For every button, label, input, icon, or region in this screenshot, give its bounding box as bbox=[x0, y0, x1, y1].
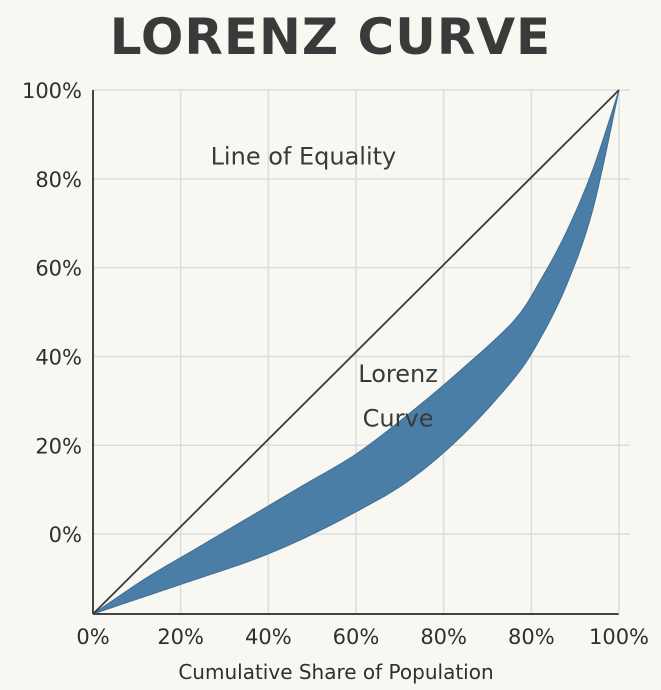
y-tick-label: 0% bbox=[49, 523, 82, 547]
x-axis-title: Cumulative Share of Population bbox=[178, 660, 493, 684]
x-tick-label: 20% bbox=[157, 625, 204, 649]
y-tick-label: 80% bbox=[35, 168, 82, 192]
x-tick-label: 60% bbox=[333, 625, 380, 649]
y-tick-label: 40% bbox=[35, 345, 82, 369]
curve-label: Curve bbox=[363, 405, 434, 433]
axes bbox=[92, 90, 620, 615]
annotations: Line of Equality Lorenz Curve bbox=[211, 143, 438, 433]
x-tick-label: 100% bbox=[589, 625, 649, 649]
grid-horizontal bbox=[93, 89, 630, 535]
chart-title: LORENZ CURVE bbox=[109, 8, 552, 66]
y-tick-label: 60% bbox=[35, 257, 82, 281]
y-tick-label: 20% bbox=[35, 434, 82, 458]
marks bbox=[92, 89, 620, 615]
y-tick-label: 100% bbox=[22, 79, 82, 103]
line-of-equality-label: Line of Equality bbox=[211, 143, 397, 171]
lorenz-label: Lorenz bbox=[358, 360, 438, 388]
x-tick-label: 80% bbox=[420, 625, 467, 649]
x-tick-label: 80% bbox=[508, 625, 555, 649]
line-of-equality bbox=[92, 89, 620, 615]
x-tick-label: 0% bbox=[76, 625, 109, 649]
y-tick-labels: 0% 20% 40% 60% 80% 100% bbox=[22, 79, 82, 547]
x-tick-label: 40% bbox=[245, 625, 292, 649]
x-tick-labels: 0% 20% 40% 60% 80% 80% 100% bbox=[76, 625, 649, 649]
